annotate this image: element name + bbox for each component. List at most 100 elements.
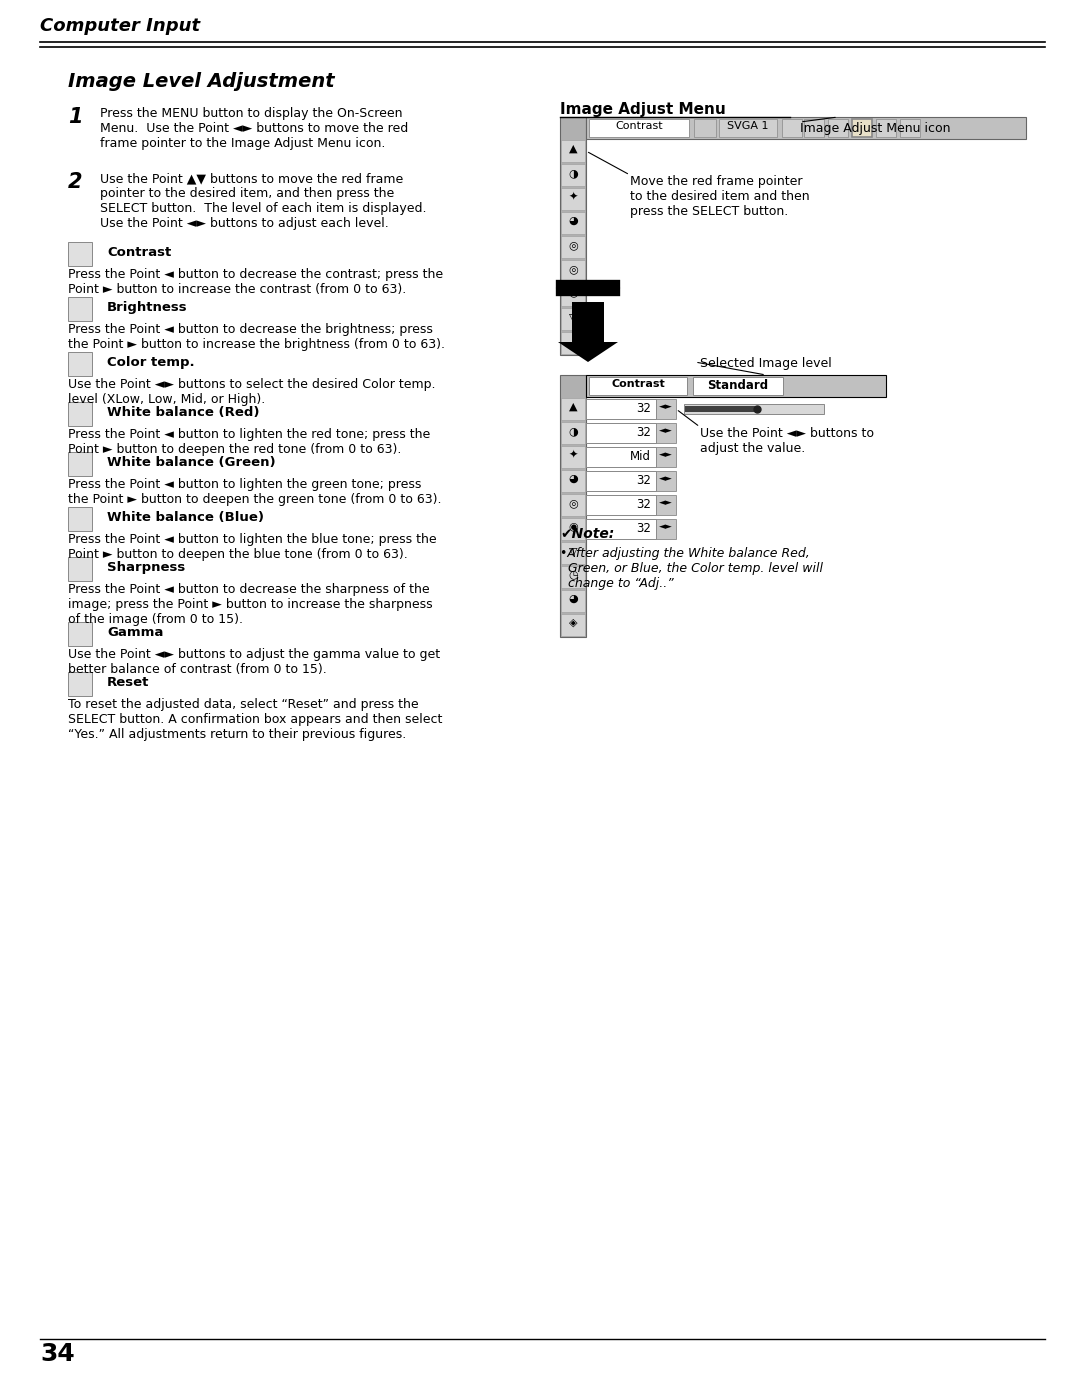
FancyBboxPatch shape [656,423,676,443]
Text: ▽: ▽ [569,312,577,321]
FancyBboxPatch shape [68,622,92,645]
FancyBboxPatch shape [656,471,676,490]
FancyBboxPatch shape [561,332,585,353]
FancyBboxPatch shape [561,212,585,235]
Text: Selected Image level: Selected Image level [700,358,832,370]
Text: 32: 32 [636,426,651,439]
FancyBboxPatch shape [561,542,585,564]
Text: ◄►: ◄► [659,450,673,460]
FancyBboxPatch shape [561,374,586,637]
FancyBboxPatch shape [68,402,92,426]
FancyBboxPatch shape [589,119,689,137]
Text: Use the Point ◄► buttons to select the desired Color temp.
level (XLow, Low, Mid: Use the Point ◄► buttons to select the d… [68,379,435,407]
Text: ◄►: ◄► [659,426,673,434]
Text: Image Adjust Menu icon: Image Adjust Menu icon [800,122,950,136]
Text: ◎: ◎ [568,240,578,250]
Text: ▲: ▲ [569,402,577,412]
Text: ◕: ◕ [568,217,578,226]
Text: ◄►: ◄► [659,402,673,411]
FancyBboxPatch shape [656,520,676,539]
Text: Sharpness: Sharpness [107,562,186,574]
Text: 32: 32 [636,497,651,511]
FancyBboxPatch shape [561,140,585,162]
Text: Press the Point ◄ button to lighten the green tone; press
the Point ► button to : Press the Point ◄ button to lighten the … [68,478,442,506]
FancyBboxPatch shape [852,119,872,137]
Text: 2: 2 [68,172,82,191]
FancyBboxPatch shape [561,518,585,541]
FancyBboxPatch shape [694,119,716,137]
FancyBboxPatch shape [782,119,802,137]
FancyBboxPatch shape [685,407,755,412]
Text: ◉: ◉ [568,522,578,532]
Text: 32: 32 [636,522,651,535]
FancyBboxPatch shape [561,163,585,186]
FancyBboxPatch shape [656,495,676,515]
FancyBboxPatch shape [719,119,777,137]
FancyBboxPatch shape [586,117,1026,138]
FancyBboxPatch shape [656,400,676,419]
Text: Press the Point ◄ button to lighten the blue tone; press the
Point ► button to d: Press the Point ◄ button to lighten the … [68,534,436,562]
Text: Image Adjust Menu: Image Adjust Menu [561,102,726,117]
FancyBboxPatch shape [561,615,585,636]
Text: 1: 1 [68,108,82,127]
FancyBboxPatch shape [561,260,585,282]
Text: Color temp.: Color temp. [107,356,194,369]
Text: ◉: ◉ [568,288,578,298]
Text: 34: 34 [40,1343,75,1366]
Text: Image Level Adjustment: Image Level Adjustment [68,73,335,91]
FancyBboxPatch shape [561,422,585,444]
Text: ▲: ▲ [569,144,577,154]
Text: ◷: ◷ [568,570,578,580]
FancyBboxPatch shape [586,423,656,443]
Text: ◕: ◕ [568,594,578,604]
Text: Contrast: Contrast [616,122,663,131]
Text: ✔Note:: ✔Note: [561,527,615,541]
Text: Use the Point ◄► buttons to
adjust the value.: Use the Point ◄► buttons to adjust the v… [700,427,874,455]
FancyBboxPatch shape [684,404,824,414]
Text: ◕: ◕ [568,474,578,483]
Text: Reset: Reset [107,676,149,689]
FancyBboxPatch shape [589,377,687,395]
FancyBboxPatch shape [586,447,656,467]
Text: Use the Point ◄► buttons to adjust the gamma value to get
better balance of cont: Use the Point ◄► buttons to adjust the g… [68,648,441,676]
FancyBboxPatch shape [68,242,92,265]
FancyBboxPatch shape [561,189,585,210]
Text: ◈: ◈ [569,617,577,629]
Text: ▽: ▽ [569,546,577,556]
Text: ◑: ◑ [568,168,578,177]
Text: Contrast: Contrast [611,379,665,388]
FancyBboxPatch shape [561,446,585,468]
FancyBboxPatch shape [586,520,656,539]
Text: ◄►: ◄► [659,474,673,483]
Text: White balance (Green): White balance (Green) [107,455,275,469]
Text: Press the MENU button to display the On-Screen
Menu.  Use the Point ◄► buttons t: Press the MENU button to display the On-… [100,108,408,149]
FancyBboxPatch shape [900,119,920,137]
FancyBboxPatch shape [68,557,92,581]
FancyBboxPatch shape [656,447,676,467]
FancyBboxPatch shape [561,566,585,588]
FancyBboxPatch shape [561,398,585,420]
FancyBboxPatch shape [828,119,848,137]
Text: ✦: ✦ [568,450,578,460]
Text: SVGA 1: SVGA 1 [727,122,769,131]
Text: Gamma: Gamma [107,626,163,638]
FancyBboxPatch shape [561,117,586,355]
FancyBboxPatch shape [586,471,656,490]
Text: Contrast: Contrast [107,246,172,258]
Text: ✦: ✦ [568,191,578,203]
Text: ◑: ◑ [568,426,578,436]
Text: Brightness: Brightness [107,300,188,314]
FancyBboxPatch shape [68,298,92,321]
FancyBboxPatch shape [693,377,783,395]
Text: ◄►: ◄► [659,522,673,531]
FancyBboxPatch shape [561,307,585,330]
FancyBboxPatch shape [561,284,585,306]
FancyBboxPatch shape [586,495,656,515]
Text: ◎: ◎ [568,264,578,274]
Text: •After adjusting the White balance Red,
  Green, or Blue, the Color temp. level : •After adjusting the White balance Red, … [561,548,823,590]
FancyBboxPatch shape [561,469,585,492]
Text: 32: 32 [636,402,651,415]
FancyBboxPatch shape [804,119,824,137]
FancyBboxPatch shape [876,119,896,137]
Text: Standard: Standard [707,379,769,393]
